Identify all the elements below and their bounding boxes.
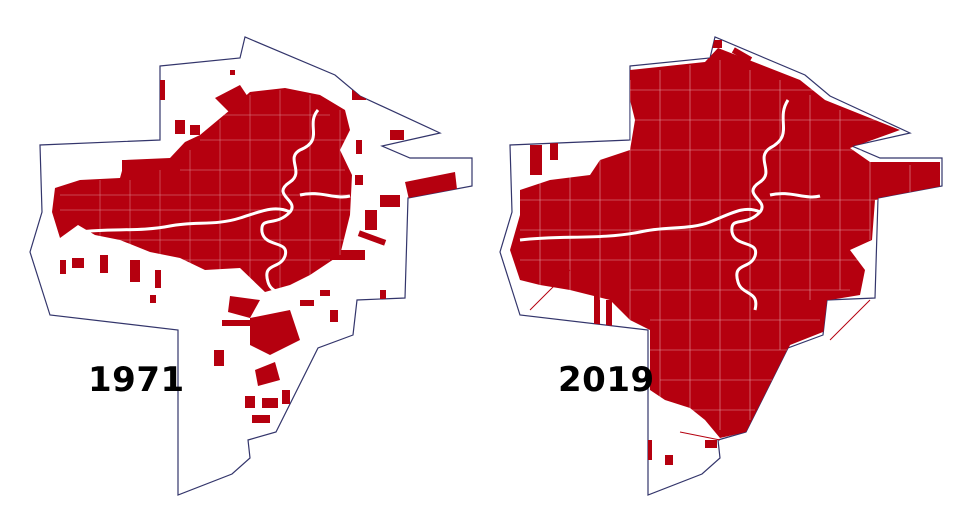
urban-area-1971 xyxy=(52,70,458,423)
year-label-2019: 2019 xyxy=(558,360,655,400)
city-map-2019 xyxy=(499,36,943,496)
river xyxy=(519,99,821,311)
outlying-roads-2019 xyxy=(529,269,871,441)
map-1971 xyxy=(29,36,473,496)
map-2019 xyxy=(490,0,980,506)
urban-area-2019 xyxy=(510,40,942,465)
city-map-1971 xyxy=(29,36,473,496)
street-grid-1971 xyxy=(60,90,350,290)
year-label-1971: 1971 xyxy=(88,360,185,400)
street-grid-2019 xyxy=(520,60,930,430)
